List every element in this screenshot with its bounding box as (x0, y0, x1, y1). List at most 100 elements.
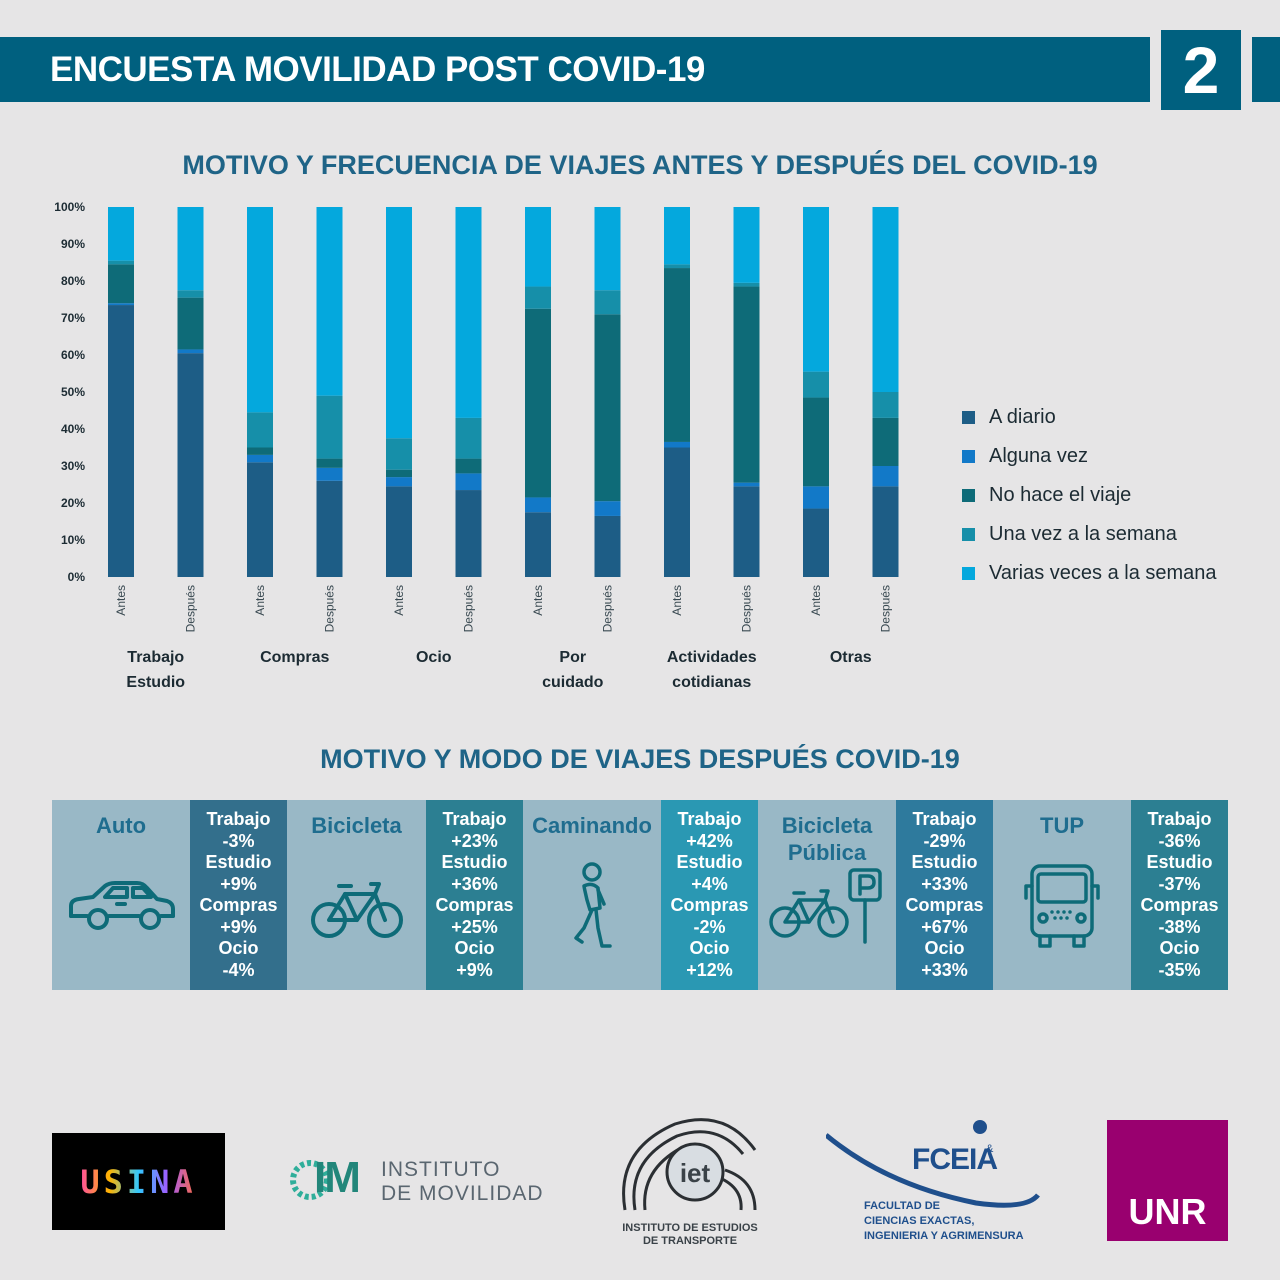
stat-label: Compras (435, 895, 514, 915)
modes-title: MOTIVO Y MODO DE VIAJES DESPUÉS COVID-19 (320, 744, 960, 774)
bar-segment (177, 290, 204, 298)
mode-name-bicicleta: Bicicleta (311, 813, 402, 838)
bar-segment (455, 473, 482, 491)
bar-segment (177, 349, 204, 354)
im-mark-icon (290, 1160, 330, 1200)
fceia-logo: FCEIA & FACULTAD DE CIENCIAS EXACTAS, IN… (824, 1115, 1046, 1250)
stat-label: Estudio (676, 852, 743, 872)
bar-segment (594, 501, 621, 516)
stat-label: Estudio (911, 852, 978, 872)
legend-label: Una vez a la semana (989, 523, 1177, 545)
bar-segment (525, 308, 551, 498)
y-tick-label: 20% (61, 496, 85, 510)
bar-segment (177, 353, 204, 577)
bar-segment (455, 207, 482, 418)
legend-swatch (962, 411, 975, 424)
bar-segment (664, 441, 690, 448)
stat-label: Ocio (689, 938, 730, 958)
stat-value: -4% (222, 959, 255, 980)
bar-segment (872, 417, 899, 466)
x-tick-label: Antes (253, 585, 267, 616)
bar-segment (664, 207, 690, 265)
legend-label: A diario (989, 406, 1056, 428)
stat-label: Trabajo (1147, 809, 1212, 829)
stat-label: Compras (670, 895, 749, 915)
public-bike-parking-icon (758, 866, 896, 946)
x-tick-label: Después (601, 585, 615, 632)
bar-segment (733, 207, 760, 283)
modes-panel: Auto Trabajo -3% Estudio +9% Compras +9%… (52, 800, 1228, 990)
bar-segment (108, 207, 134, 261)
y-tick-label: 60% (61, 348, 85, 362)
stat-value: -3% (222, 830, 255, 851)
group-label: Estudio (126, 674, 185, 691)
bar-segment (733, 282, 760, 287)
bar-segment (733, 482, 760, 487)
bar-segment (872, 392, 899, 418)
legend-swatch (962, 489, 975, 502)
group-label: cuidado (542, 674, 604, 691)
bar-segment (316, 458, 343, 468)
stat-value: +9% (220, 916, 257, 937)
y-tick-label: 10% (61, 533, 85, 547)
bar-segment (247, 412, 273, 448)
stat-label: Ocio (454, 938, 495, 958)
bar-segment (594, 207, 621, 291)
bar-segment (525, 207, 551, 287)
bar-segment (247, 462, 273, 577)
page-number-badge: 2 (1161, 30, 1241, 110)
bar-segment (594, 515, 621, 577)
stat-value: -29% (923, 830, 966, 851)
stat-label: Trabajo (677, 809, 742, 829)
legend-item: Una vez a la semana (960, 515, 1217, 554)
mode-stats-bicicleta: Trabajo +23% Estudio +36% Compras +25% O… (426, 800, 523, 990)
legend-swatch (962, 450, 975, 463)
mode-name-tup: TUP (1040, 813, 1084, 838)
bars (108, 207, 899, 577)
stat-label: Estudio (205, 852, 272, 872)
stat-label: Compras (905, 895, 984, 915)
bar-segment (386, 469, 412, 478)
stat-label: Compras (199, 895, 278, 915)
mode-stats-tup: Trabajo -36% Estudio -37% Compras -38% O… (1131, 800, 1228, 990)
stat-label: Compras (1140, 895, 1219, 915)
bar-segment (525, 286, 551, 309)
legend-label: Varias veces a la semana (989, 562, 1217, 584)
legend-swatch (962, 567, 975, 580)
stat-value: +67% (921, 916, 968, 937)
y-tick-label: 30% (61, 459, 85, 473)
stat-value: +9% (456, 959, 493, 980)
bar-segment (247, 454, 273, 463)
y-tick-label: 70% (61, 311, 85, 325)
bar-segment (455, 458, 482, 474)
group-label: Ocio (416, 649, 452, 666)
legend-label: Alguna vez (989, 445, 1088, 467)
x-tick-label: Antes (114, 585, 128, 616)
mode-name-auto: Auto (95, 813, 147, 838)
bar-segment (872, 466, 899, 487)
stat-value: -37% (1158, 873, 1201, 894)
bar-segment (664, 447, 690, 577)
bar-segment (386, 477, 412, 487)
mode-bicicleta-publica: Bicicleta Pública (758, 800, 896, 990)
bar-segment (316, 467, 343, 481)
car-icon (52, 878, 190, 934)
group-label: Otras (830, 649, 872, 666)
bar-segment (872, 207, 899, 392)
mode-stats-auto: Trabajo -3% Estudio +9% Compras +9% Ocio… (190, 800, 287, 990)
bar-segment (247, 207, 273, 413)
bar-segment (594, 314, 621, 502)
x-tick-label: Antes (809, 585, 823, 616)
bar-segment (386, 438, 412, 470)
usina-logo: USINA (52, 1133, 225, 1230)
bar-segment (455, 417, 482, 459)
x-tick-label: Después (740, 585, 754, 632)
bar-segment (664, 264, 690, 269)
bar-segment (525, 497, 551, 513)
bar-segment (108, 260, 134, 265)
walking-person-icon (523, 862, 661, 954)
chart-title: MOTIVO Y FRECUENCIA DE VIAJES ANTES Y DE… (182, 150, 1098, 180)
x-axis-group-labels: Trabajo Estudio Compras Ocio Por cuidado Activ… (126, 649, 871, 691)
bar-segment (733, 286, 760, 483)
stat-label: Trabajo (442, 809, 507, 829)
